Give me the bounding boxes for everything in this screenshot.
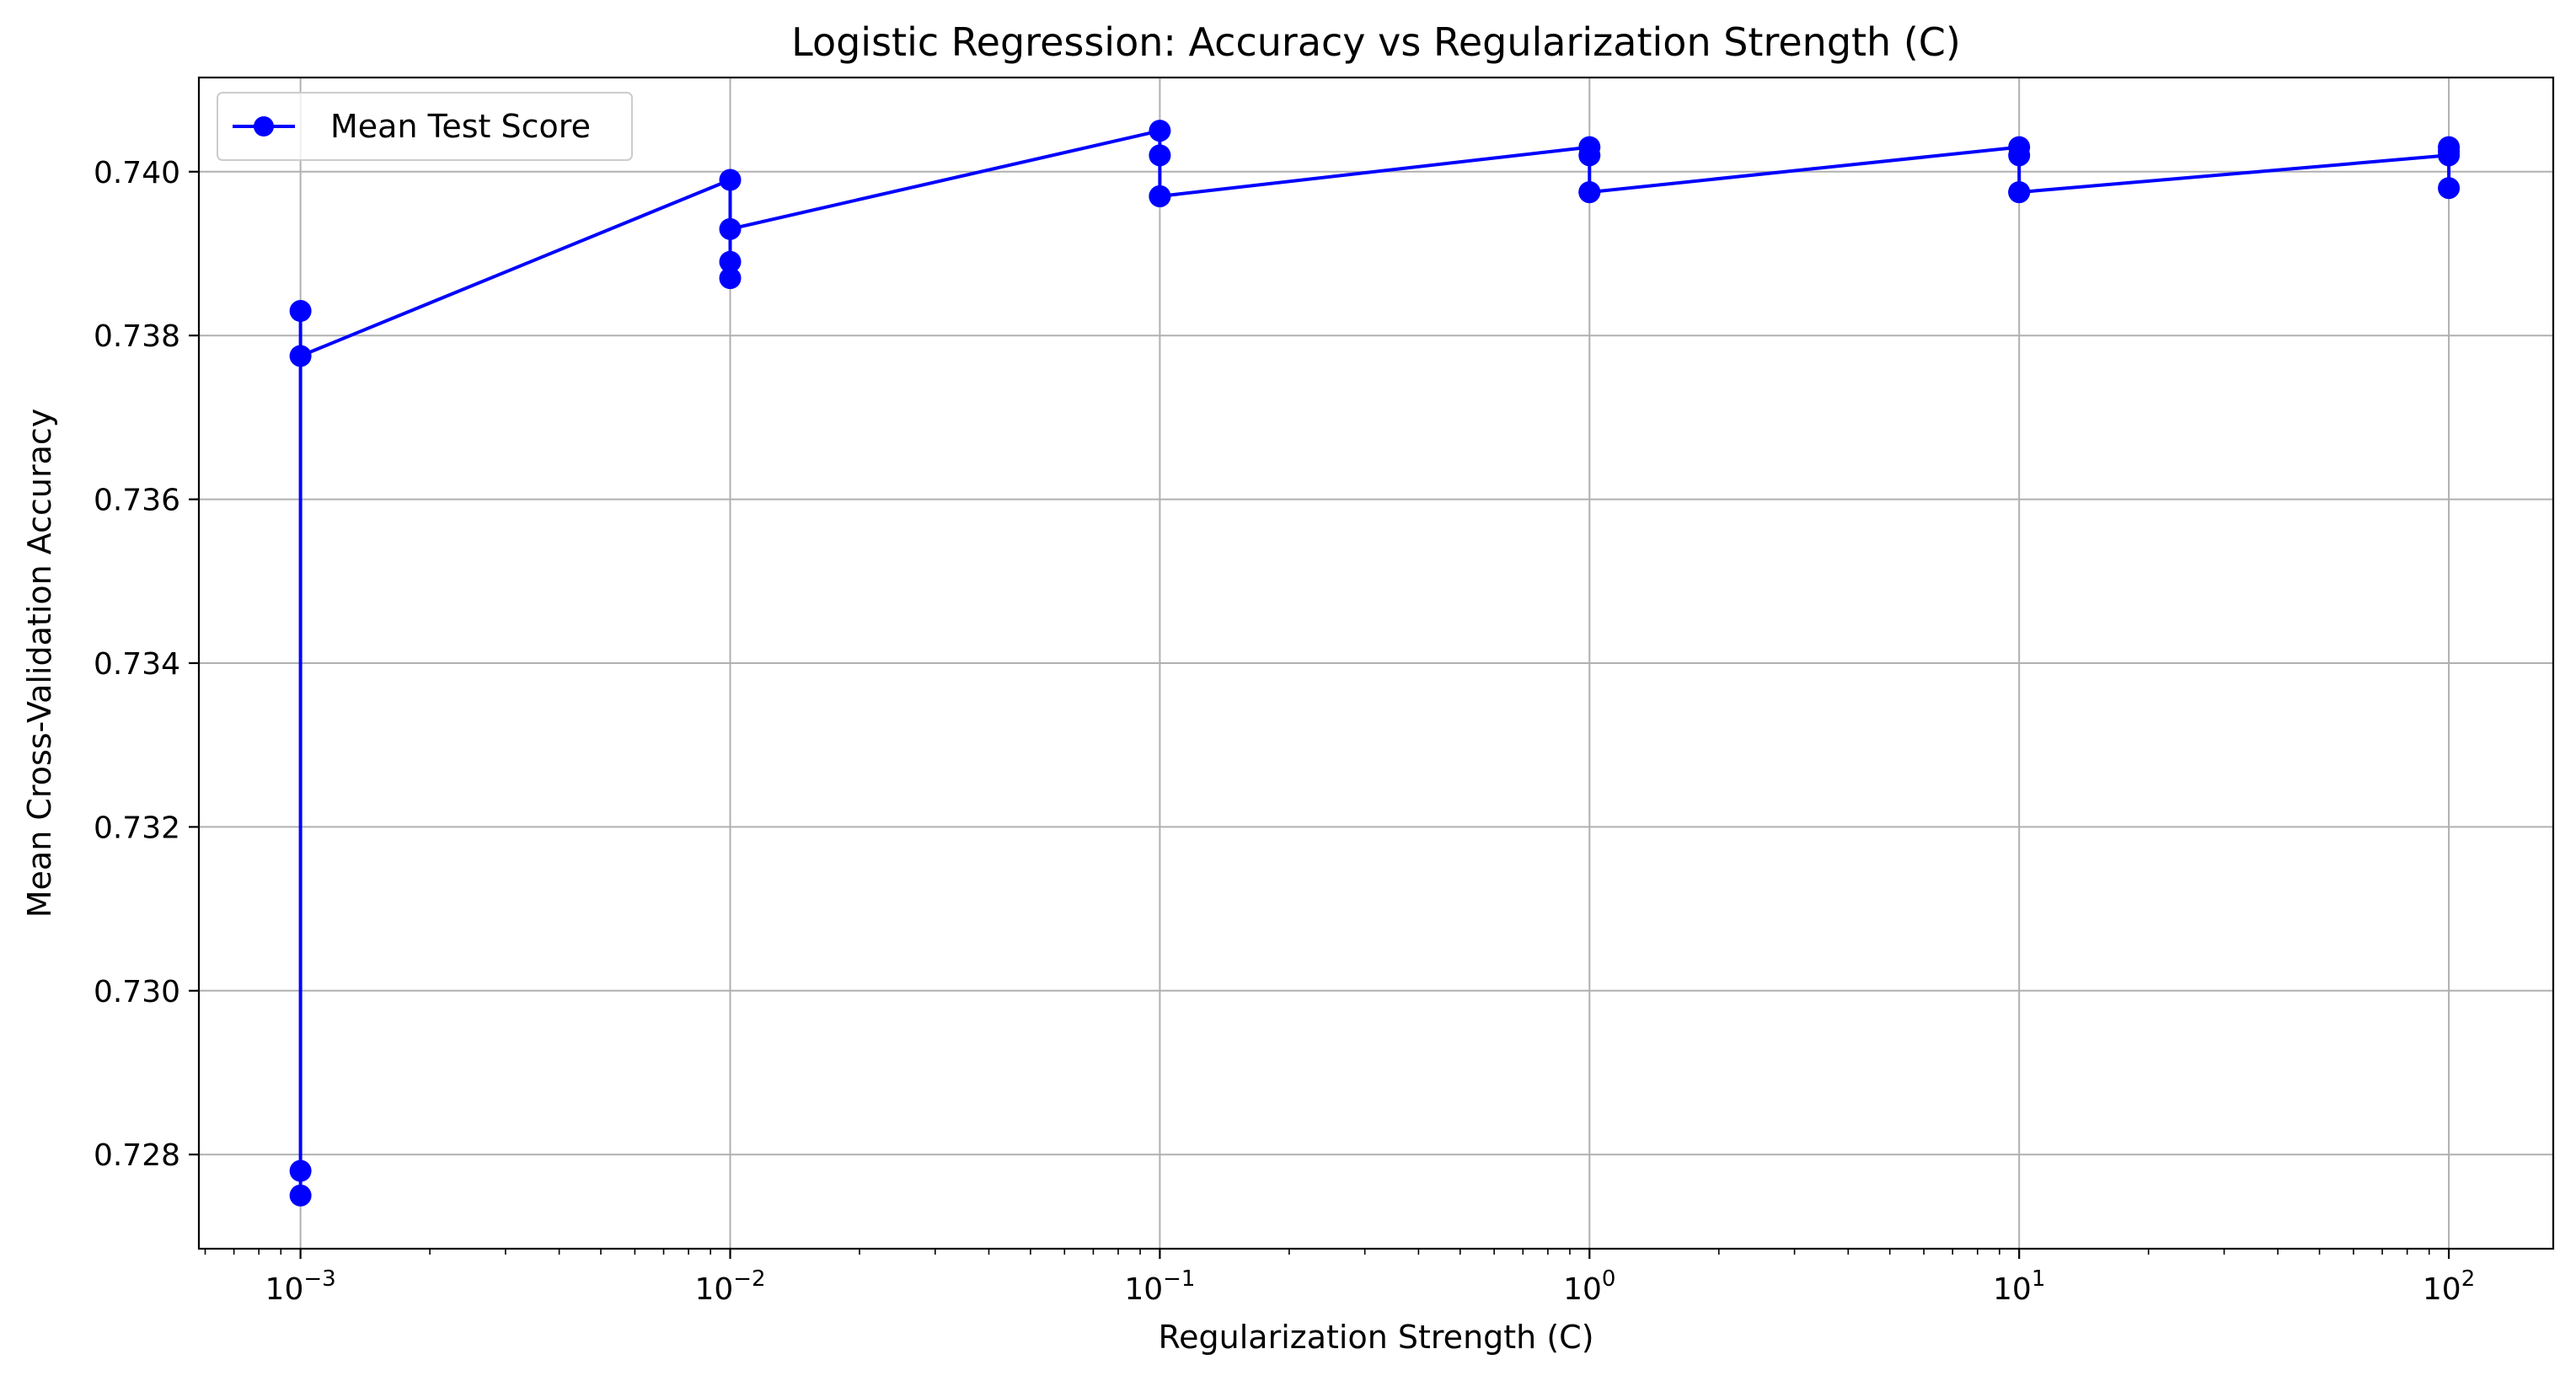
series-layer <box>289 120 2461 1207</box>
data-point <box>2438 177 2461 200</box>
data-point <box>289 300 312 323</box>
data-point <box>719 169 742 191</box>
x-tick-label: 10−2 <box>694 1266 765 1307</box>
data-point <box>2438 140 2461 163</box>
legend-point-marker <box>254 116 274 136</box>
x-tick-label: 100 <box>1563 1266 1615 1307</box>
x-axis-label: Regularization Strength (C) <box>1158 1319 1593 1356</box>
legend: Mean Test Score <box>217 92 633 161</box>
data-point <box>1149 120 1171 142</box>
data-point <box>1149 144 1171 167</box>
x-tick-label: 101 <box>1993 1266 2045 1307</box>
chart-title: Logistic Regression: Accuracy vs Regular… <box>791 19 1961 65</box>
y-tick-label: 0.732 <box>94 811 180 845</box>
x-tick-label: 10−1 <box>1124 1266 1195 1307</box>
data-point <box>719 217 742 240</box>
legend-box <box>217 92 633 161</box>
y-tick-label: 0.740 <box>94 156 180 190</box>
data-point <box>289 345 312 367</box>
y-tick-label: 0.728 <box>94 1138 180 1173</box>
grid <box>199 78 2553 1249</box>
data-point <box>1149 185 1171 207</box>
data-point <box>289 1159 312 1182</box>
data-point <box>2008 181 2031 204</box>
y-axis-label: Mean Cross-Validation Accuracy <box>21 409 58 918</box>
legend-label: Mean Test Score <box>330 108 591 145</box>
data-point <box>1578 181 1601 204</box>
y-tick-label: 0.734 <box>94 647 180 682</box>
data-point <box>719 250 742 273</box>
data-point <box>2008 144 2031 167</box>
y-tick-label: 0.730 <box>94 975 180 1009</box>
data-point <box>289 1184 312 1207</box>
series-line <box>298 129 2451 1197</box>
x-tick-label: 102 <box>2423 1266 2475 1307</box>
ticks: 0.728 0.730 0.732 0.734 0.736 0.738 0.740 10−3 1… <box>94 156 2475 1307</box>
y-tick-label: 0.738 <box>94 319 180 354</box>
x-tick-label: 10−3 <box>265 1266 336 1307</box>
data-point <box>1578 144 1601 167</box>
y-tick-label: 0.736 <box>94 484 180 518</box>
data-point <box>719 267 742 290</box>
